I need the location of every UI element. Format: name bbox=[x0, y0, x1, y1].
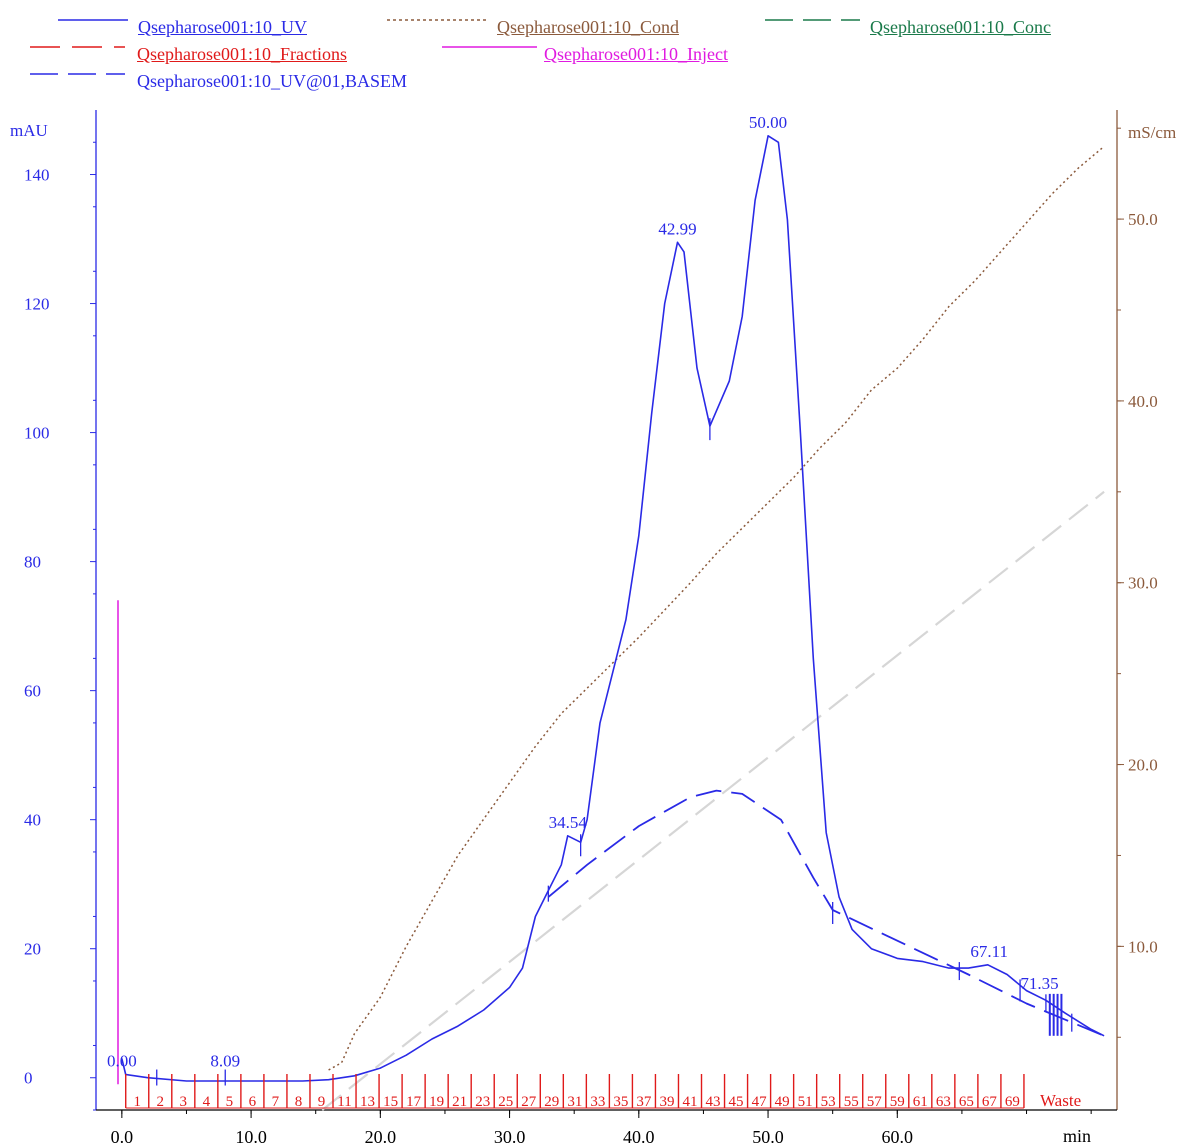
fraction-label: 2 bbox=[157, 1094, 165, 1110]
fraction-label: 63 bbox=[936, 1094, 951, 1110]
y-right-tick-label: 40.0 bbox=[1128, 392, 1158, 411]
legend-label-fractions: Qsepharose001:10_Fractions bbox=[137, 44, 347, 64]
legend-label-conc: Qsepharose001:10_Conc bbox=[870, 17, 1051, 37]
x-tick-label: 0.0 bbox=[111, 1127, 134, 1147]
fraction-label: 6 bbox=[249, 1094, 257, 1110]
legend-item-cond: Qsepharose001:10_Cond bbox=[387, 14, 747, 37]
y-right-tick-label: 20.0 bbox=[1128, 756, 1158, 775]
fraction-label: 7 bbox=[272, 1094, 280, 1110]
x-tick-label: 60.0 bbox=[882, 1127, 914, 1147]
y-right-axis-label: mS/cm bbox=[1128, 123, 1176, 142]
x-tick-label: 50.0 bbox=[752, 1127, 784, 1147]
peak-label: 50.00 bbox=[749, 113, 787, 132]
fraction-label: 39 bbox=[659, 1094, 674, 1110]
x-tick-label: 40.0 bbox=[623, 1127, 655, 1147]
fraction-label: 45 bbox=[729, 1094, 744, 1110]
fraction-label: 31 bbox=[567, 1094, 582, 1110]
y-left-tick-label: 40 bbox=[24, 811, 41, 830]
legend-swatch-conc bbox=[765, 19, 860, 21]
fraction-label: 1 bbox=[133, 1094, 141, 1110]
fraction-label: 29 bbox=[544, 1094, 559, 1110]
fraction-label: 51 bbox=[798, 1094, 813, 1110]
legend-item-inject: Qsepharose001:10_Inject bbox=[442, 41, 802, 64]
fraction-label: 27 bbox=[521, 1094, 537, 1110]
y-left-tick-label: 140 bbox=[24, 166, 50, 185]
fraction-label: 17 bbox=[406, 1094, 422, 1110]
legend-label-basem: Qsepharose001:10_UV@01,BASEM bbox=[137, 71, 408, 91]
legend-label-inject: Qsepharose001:10_Inject bbox=[544, 44, 728, 64]
series-line-basem bbox=[547, 789, 1105, 1037]
fraction-marks: 1 2 3 4 5 6 7 8 9 11 13 15 17 19 21 23 25 27 29 31 33 35 37 39 4… bbox=[125, 1074, 1081, 1110]
x-tick-label: 20.0 bbox=[365, 1127, 397, 1147]
x-axis-label: min bbox=[1063, 1126, 1091, 1146]
series-line-conc bbox=[321, 490, 1105, 1111]
fraction-label: 37 bbox=[636, 1094, 652, 1110]
legend-item-uv: Qsepharose001:10_UV bbox=[58, 14, 378, 37]
fraction-label: 15 bbox=[383, 1094, 398, 1110]
peak-label: 42.99 bbox=[658, 219, 696, 238]
fraction-label: 57 bbox=[867, 1094, 883, 1110]
chart-ticks: 02040608010012014010.020.030.040.050.00.… bbox=[24, 127, 1158, 1147]
fraction-label: 13 bbox=[360, 1094, 375, 1110]
fraction-label: 8 bbox=[295, 1094, 303, 1110]
peak-label: 34.54 bbox=[549, 813, 588, 832]
legend-item-conc: Qsepharose001:10_Conc bbox=[765, 14, 1125, 37]
y-left-tick-label: 0 bbox=[24, 1069, 33, 1088]
fraction-label: 21 bbox=[452, 1094, 467, 1110]
legend-swatch-uv bbox=[58, 19, 128, 21]
y-right-tick-label: 50.0 bbox=[1128, 210, 1158, 229]
fraction-label: 65 bbox=[959, 1094, 974, 1110]
fraction-label: 25 bbox=[498, 1094, 513, 1110]
peak-label: 8.09 bbox=[210, 1052, 240, 1071]
legend-swatch-fractions bbox=[30, 46, 125, 48]
fraction-label: 19 bbox=[429, 1094, 444, 1110]
fraction-label: 43 bbox=[706, 1094, 721, 1110]
fraction-label: 67 bbox=[982, 1094, 998, 1110]
fraction-label: 59 bbox=[890, 1094, 905, 1110]
chart-axes: mAU mS/cm min bbox=[10, 110, 1176, 1146]
legend-label-uv: Qsepharose001:10_UV bbox=[138, 17, 307, 37]
fraction-label: 69 bbox=[1005, 1094, 1020, 1110]
x-tick-label: 10.0 bbox=[235, 1127, 267, 1147]
fraction-label: 23 bbox=[475, 1094, 490, 1110]
y-right-tick-label: 30.0 bbox=[1128, 574, 1158, 593]
peak-labels: 0.00 8.09 34.54 42.99 50.00 67.11 71.35 bbox=[107, 113, 1059, 1071]
fraction-label: 61 bbox=[913, 1094, 928, 1110]
fraction-label: 11 bbox=[337, 1094, 351, 1110]
legend-swatch-inject bbox=[442, 46, 537, 48]
y-left-tick-label: 120 bbox=[24, 295, 50, 314]
legend-swatch-cond bbox=[387, 19, 487, 21]
fraction-label: 3 bbox=[180, 1094, 188, 1110]
x-tick-label: 30.0 bbox=[494, 1127, 526, 1147]
legend: Qsepharose001:10_UV Qsepharose001:10_Con… bbox=[0, 0, 1198, 100]
series-line-uv bbox=[121, 135, 1105, 1082]
fraction-label: 4 bbox=[203, 1094, 211, 1110]
y-right-tick-label: 10.0 bbox=[1128, 937, 1158, 956]
fraction-label: 33 bbox=[590, 1094, 605, 1110]
series-line-cond bbox=[328, 145, 1105, 1071]
y-left-tick-label: 60 bbox=[24, 682, 41, 701]
y-left-tick-label: 20 bbox=[24, 940, 41, 959]
legend-swatch-basem bbox=[30, 73, 125, 75]
fraction-label: 55 bbox=[844, 1094, 859, 1110]
y-left-tick-label: 100 bbox=[24, 424, 50, 443]
fraction-label: 47 bbox=[752, 1094, 768, 1110]
fraction-waste-label: Waste bbox=[1040, 1091, 1081, 1110]
fraction-label: 35 bbox=[613, 1094, 628, 1110]
legend-label-cond: Qsepharose001:10_Cond bbox=[497, 17, 679, 37]
fraction-label: 41 bbox=[682, 1094, 697, 1110]
y-left-axis-label: mAU bbox=[10, 121, 48, 140]
peak-label: 67.11 bbox=[970, 942, 1008, 961]
fraction-label: 9 bbox=[318, 1094, 326, 1110]
chart-series bbox=[117, 135, 1105, 1111]
y-left-tick-label: 80 bbox=[24, 553, 41, 572]
peak-label: 71.35 bbox=[1020, 974, 1058, 993]
fraction-label: 53 bbox=[821, 1094, 836, 1110]
fraction-label: 5 bbox=[226, 1094, 234, 1110]
peak-label: 0.00 bbox=[107, 1052, 137, 1071]
fraction-label: 49 bbox=[775, 1094, 790, 1110]
legend-item-fractions: Qsepharose001:10_Fractions bbox=[30, 41, 430, 64]
legend-item-basem: Qsepharose001:10_UV@01,BASEM bbox=[30, 68, 510, 91]
